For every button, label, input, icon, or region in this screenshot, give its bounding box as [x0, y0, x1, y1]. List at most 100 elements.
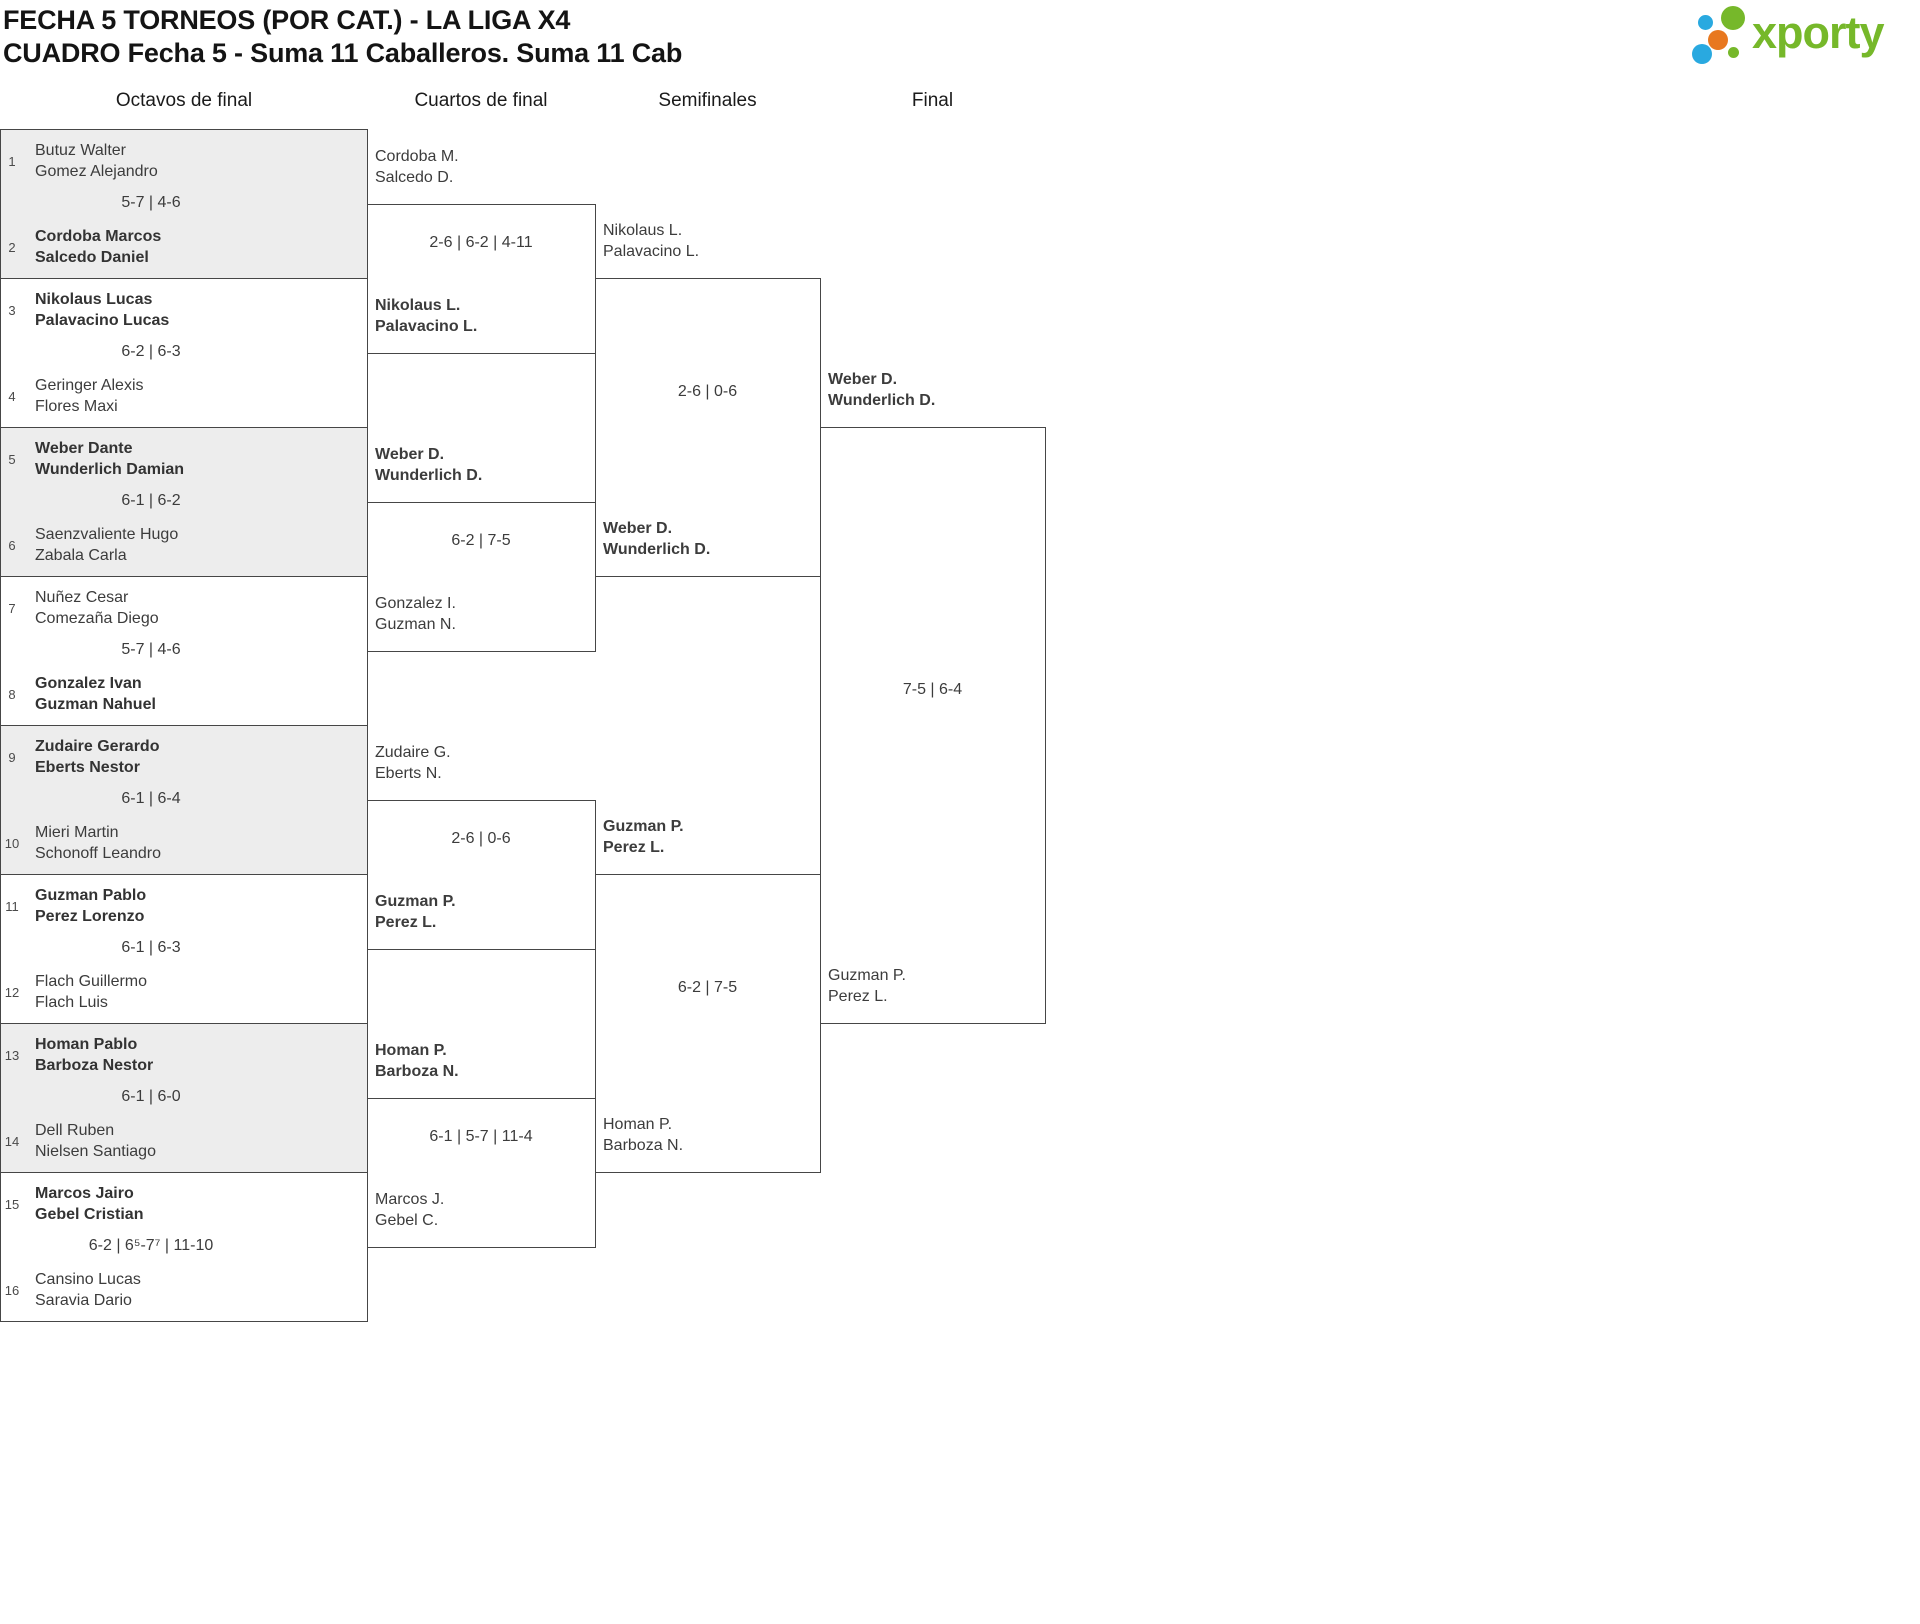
- player-name: Nikolaus L.: [375, 297, 461, 314]
- seed-number: 13: [4, 1047, 20, 1063]
- player-name: Palavacino L.: [603, 243, 700, 260]
- logo-dot-green-small-icon: [1728, 47, 1739, 58]
- octavos-match-7: 13 Homan Pablo Barboza Nestor 6-1 | 6-0 …: [0, 1023, 368, 1173]
- seed-number: 12: [4, 984, 20, 1000]
- player-name: Guzman P.: [375, 893, 456, 910]
- player-name: Salcedo D.: [375, 169, 454, 186]
- xporty-logo: xporty: [1692, 5, 1912, 77]
- logo-dot-blue-big-icon: [1692, 44, 1712, 64]
- player-name: Palavacino L.: [375, 318, 478, 335]
- player-name: Perez L.: [375, 914, 437, 931]
- player-name: Guzman P.: [603, 818, 684, 835]
- semifinal-1-team-b: Weber D. Wunderlich D.: [603, 518, 710, 560]
- cuartos-4-team-a: Homan P. Barboza N.: [375, 1040, 459, 1082]
- octavos-match-8: 15 Marcos Jairo Gebel Cristian 6-2 | 6⁵-…: [0, 1172, 368, 1322]
- player-name: Flores Maxi: [35, 398, 118, 415]
- player-name: Guzman N.: [375, 616, 456, 633]
- team-row: 10 Mieri Martin Schonoff Leandro: [3, 822, 161, 864]
- octavos-match-2: 3 Nikolaus Lucas Palavacino Lucas 6-2 | …: [0, 278, 368, 428]
- logo-dot-orange-icon: [1708, 30, 1728, 50]
- player-name: Barboza N.: [375, 1063, 459, 1080]
- seed-number: 5: [8, 451, 16, 467]
- final-team-b: Guzman P. Perez L.: [828, 965, 906, 1007]
- team-row: 6 Saenzvaliente Hugo Zabala Carla: [3, 524, 178, 566]
- match-score: 6-2 | 6⁵-7⁷ | 11-10: [88, 1237, 214, 1254]
- cuartos-4-team-b: Marcos J. Gebel C.: [375, 1189, 444, 1231]
- team-row: 13 Homan Pablo Barboza Nestor: [3, 1034, 153, 1076]
- player-name: Marcos J.: [375, 1191, 445, 1208]
- logo-wordmark: xporty: [1752, 7, 1885, 58]
- semifinal-2-team-a: Guzman P. Perez L.: [603, 816, 684, 858]
- seed-number: 15: [4, 1196, 20, 1212]
- match-score: 5-7 | 4-6: [121, 641, 181, 658]
- player-name: Homan Pablo: [35, 1036, 138, 1053]
- player-name: Barboza Nestor: [35, 1057, 154, 1074]
- team-row: 14 Dell Ruben Nielsen Santiago: [3, 1120, 156, 1162]
- octavos-match-1: 1 Butuz Walter Gomez Alejandro 5-7 | 4-6…: [0, 129, 368, 279]
- player-name: Zudaire G.: [375, 744, 451, 761]
- seed-number: 16: [4, 1282, 20, 1298]
- player-name: Saenzvaliente Hugo: [35, 526, 179, 543]
- team-row: 8 Gonzalez Ivan Guzman Nahuel: [3, 673, 156, 715]
- seed-number: 8: [8, 686, 16, 702]
- player-name: Barboza N.: [603, 1137, 684, 1154]
- player-name: Gonzalez Ivan: [35, 675, 142, 692]
- seed-number: 11: [5, 898, 19, 914]
- cuartos-3-score: 2-6 | 0-6: [451, 830, 511, 847]
- octavos-match-3: 5 Weber Dante Wunderlich Damian 6-1 | 6-…: [0, 427, 368, 577]
- player-name: Zudaire Gerardo: [35, 738, 160, 755]
- cuartos-3-team-a: Zudaire G. Eberts N.: [375, 742, 451, 784]
- semifinal-2-team-b: Homan P. Barboza N.: [603, 1114, 683, 1156]
- player-name: Gomez Alejandro: [35, 163, 158, 180]
- player-name: Weber D.: [603, 520, 673, 537]
- player-name: Gonzalez I.: [375, 595, 456, 612]
- team-row: 7 Nuñez Cesar Comezaña Diego: [3, 587, 159, 629]
- round-header-cuartos: Cuartos de final: [414, 90, 548, 111]
- player-name: Guzman P.: [828, 967, 906, 984]
- seed-number: 10: [4, 835, 20, 851]
- player-name: Nikolaus Lucas: [35, 291, 153, 308]
- tournament-title: FECHA 5 TORNEOS (POR CAT.) - LA LIGA X4: [3, 5, 571, 35]
- semifinal-1-score: 2-6 | 0-6: [677, 383, 738, 400]
- cuartos-2-team-a: Weber D. Wunderlich D.: [375, 444, 482, 486]
- seed-number: 2: [8, 239, 16, 255]
- round-header-octavos: Octavos de final: [115, 90, 253, 111]
- team-row: 12 Flach Guillermo Flach Luis: [3, 971, 147, 1013]
- player-name: Geringer Alexis: [35, 377, 144, 394]
- player-name: Weber D.: [828, 371, 898, 388]
- player-name: Cansino Lucas: [35, 1271, 141, 1288]
- player-name: Wunderlich D.: [828, 392, 936, 409]
- cuartos-2-score: 6-2 | 7-5: [451, 532, 511, 549]
- semifinal-1-team-a: Nikolaus L. Palavacino L.: [603, 220, 699, 262]
- final-score: 7-5 | 6-4: [902, 681, 963, 698]
- seed-number: 4: [8, 388, 16, 404]
- cuartos-3-team-b: Guzman P. Perez L.: [375, 891, 456, 933]
- player-name: Saravia Dario: [35, 1292, 132, 1309]
- match-score: 6-1 | 6-0: [121, 1088, 181, 1105]
- team-row: 11 Guzman Pablo Perez Lorenzo: [3, 885, 146, 927]
- player-name: Nikolaus L.: [603, 222, 683, 239]
- player-name: Dell Ruben: [35, 1122, 115, 1139]
- player-name: Weber Dante: [35, 440, 133, 457]
- final-box: [820, 427, 1046, 1024]
- cuartos-2-team-b: Gonzalez I. Guzman N.: [375, 593, 456, 635]
- player-name: Perez Lorenzo: [35, 908, 145, 925]
- seed-number: 6: [8, 537, 16, 553]
- team-row: 15 Marcos Jairo Gebel Cristian: [3, 1183, 144, 1225]
- player-name: Marcos Jairo: [35, 1185, 134, 1202]
- player-name: Comezaña Diego: [35, 610, 159, 627]
- player-name: Butuz Walter: [35, 142, 126, 159]
- octavos-match-5: 9 Zudaire Gerardo Eberts Nestor 6-1 | 6-…: [0, 725, 368, 875]
- octavos-match-4: 7 Nuñez Cesar Comezaña Diego 5-7 | 4-6 8…: [0, 576, 368, 726]
- player-name: Nielsen Santiago: [35, 1143, 156, 1160]
- cuartos-1-score: 2-6 | 6-2 | 4-11: [429, 234, 533, 251]
- player-name: Mieri Martin: [35, 824, 119, 841]
- octavos-match-6: 11 Guzman Pablo Perez Lorenzo 6-1 | 6-3 …: [0, 874, 368, 1024]
- semifinal-2-score: 6-2 | 7-5: [677, 979, 738, 996]
- player-name: Gebel Cristian: [35, 1206, 144, 1223]
- player-name: Flach Guillermo: [35, 973, 148, 990]
- final-team-a: Weber D. Wunderlich D.: [828, 369, 935, 411]
- seed-number: 7: [8, 600, 16, 616]
- player-name: Eberts Nestor: [35, 759, 140, 776]
